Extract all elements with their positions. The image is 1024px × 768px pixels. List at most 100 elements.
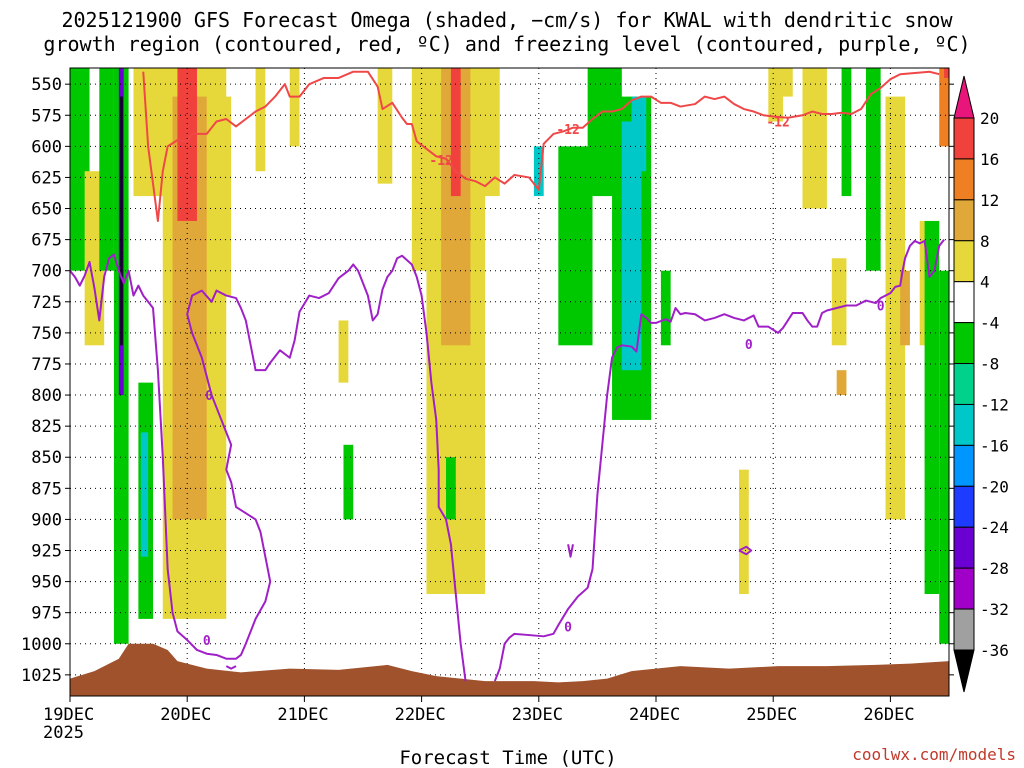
x-tick-label: 21DEC	[277, 705, 328, 725]
freezing-contour-label: 0	[564, 620, 572, 635]
colorbar-top-arrow	[953, 75, 975, 119]
x-axis-label: Forecast Time (UTC)	[399, 747, 616, 768]
y-tick-label: 1000	[21, 635, 62, 655]
terrain-layer	[70, 643, 949, 696]
omega-shaded-cell	[900, 270, 910, 346]
omega-shaded-cell	[631, 96, 647, 172]
x-tick-label: 22DEC	[395, 705, 446, 725]
freezing-contour-line	[69, 253, 467, 682]
y-tick-label: 650	[31, 200, 62, 220]
y-tick-label: 1025	[21, 666, 62, 686]
omega-shaded-cell	[120, 96, 123, 346]
colorbar-bin	[953, 485, 975, 528]
omega-shaded-cell	[377, 68, 393, 184]
omega-shaded-cell	[621, 121, 642, 371]
dendritic-contour-label: -12	[429, 154, 452, 169]
dendritic-contour-label: -12	[766, 115, 789, 130]
y-tick-label: 975	[31, 604, 62, 624]
x-tick-label: 19DEC	[43, 705, 94, 725]
colorbar-bin	[953, 281, 975, 324]
colorbar-tick-label: 20	[980, 109, 999, 128]
colorbar-bin	[953, 526, 975, 569]
y-tick-label: 550	[31, 75, 62, 95]
omega-shaded-cell	[660, 270, 671, 346]
omega-shaded-cell	[140, 432, 149, 557]
colorbar-tick-label: -36	[980, 641, 1009, 660]
colorbar-bin	[953, 158, 975, 201]
x-tick-label: 24DEC	[629, 705, 680, 725]
y-tick-label: 800	[31, 386, 62, 406]
omega-shaded-cell	[944, 68, 949, 78]
colorbar-bin	[953, 363, 975, 405]
freezing-contour-label: 0	[877, 300, 885, 315]
freezing-contour-line	[567, 544, 574, 558]
contour-layer: -12 -12 -12 0 0 0 0 0	[69, 70, 945, 682]
omega-shaded-cell	[289, 68, 300, 147]
colorbar-tick-label: -20	[980, 477, 1009, 496]
omega-shaded-cell	[739, 469, 749, 595]
omega-shaded-cell	[924, 220, 940, 595]
colorbar-bin	[953, 199, 975, 242]
omega-shaded-cell	[841, 68, 852, 197]
omega-shaded-cell	[470, 68, 500, 197]
chart-title-line-2: growth region (contoured, red, ºC) and f…	[43, 32, 970, 56]
colorbar-tick-label: 8	[980, 232, 990, 251]
y-tick-label: 825	[31, 417, 62, 437]
y-tick-label: 575	[31, 106, 62, 126]
omega-shaded-cell	[450, 68, 461, 197]
colorbar-tick-label: -28	[980, 559, 1009, 578]
credit-link[interactable]: coolwx.com/models	[852, 745, 1016, 764]
y-tick-label: 600	[31, 137, 62, 157]
x-tick-label: 26DEC	[863, 705, 914, 725]
y-tick-label: 950	[31, 573, 62, 593]
colorbar-tick-label: -12	[980, 395, 1009, 414]
omega-shaded-cell	[831, 258, 847, 346]
omega-shaded-cell	[255, 68, 266, 172]
freezing-contour-label: 0	[203, 634, 211, 649]
colorbar-tick-label: -32	[980, 600, 1009, 619]
colorbar: 20 16 12 8 4 -4 -8 -12 -16 -20 -24 -28 -32 -36	[953, 75, 1009, 693]
x-tick-label: 23DEC	[512, 705, 563, 725]
dendritic-contour-line	[142, 70, 940, 222]
chart-title-line-1: 2025121900 GFS Forecast Omega (shaded, −…	[61, 8, 953, 32]
omega-shaded-cell	[177, 68, 197, 221]
x-tick-label: 25DEC	[746, 705, 797, 725]
omega-shaded-cell	[338, 320, 349, 383]
omega-shaded-cell	[99, 68, 114, 271]
colorbar-bin	[953, 117, 975, 160]
omega-shaded-cell	[558, 146, 593, 346]
colorbar-bin	[953, 403, 975, 446]
terrain-surface	[70, 643, 949, 696]
dendritic-contour-label: -12	[556, 123, 579, 138]
y-tick-label: 775	[31, 355, 62, 375]
omega-shaded-cell	[343, 444, 354, 520]
colorbar-tick-label: -24	[980, 518, 1009, 537]
plot-frame	[69, 67, 950, 697]
freezing-contour-label: 0	[205, 389, 213, 404]
freezing-contour-line	[225, 665, 237, 670]
y-tick-label: 725	[31, 293, 62, 313]
omega-shaded-cell	[411, 68, 427, 271]
colorbar-tick-label: 4	[980, 273, 990, 292]
omega-shaded-cell	[802, 68, 827, 209]
colorbar-bin	[953, 567, 975, 610]
colorbar-tick-label: -16	[980, 436, 1009, 455]
colorbar-tick-label: -8	[980, 355, 999, 374]
colorbar-tick-label: 16	[980, 150, 999, 169]
omega-shaded-cell	[939, 68, 949, 147]
y-tick-label: 625	[31, 168, 62, 188]
omega-shaded-cell	[782, 68, 793, 97]
omega-shaded-cell	[211, 96, 232, 296]
colorbar-bin	[953, 608, 975, 651]
colorbar-tick-label: -4	[980, 314, 999, 333]
freezing-contour-line	[493, 238, 945, 682]
colorbar-bin	[953, 240, 975, 283]
x-tick-sublabel: 2025	[43, 723, 84, 743]
y-axis: 550 575 600 625 650 675 700 725 750 775 800 825 850 8…	[21, 75, 954, 686]
omega-shaded-cell	[865, 68, 881, 271]
omega-shaded-cell	[533, 146, 544, 197]
colorbar-bin	[953, 322, 975, 365]
freezing-contour-label: 0	[745, 338, 753, 353]
y-tick-label: 675	[31, 231, 62, 251]
